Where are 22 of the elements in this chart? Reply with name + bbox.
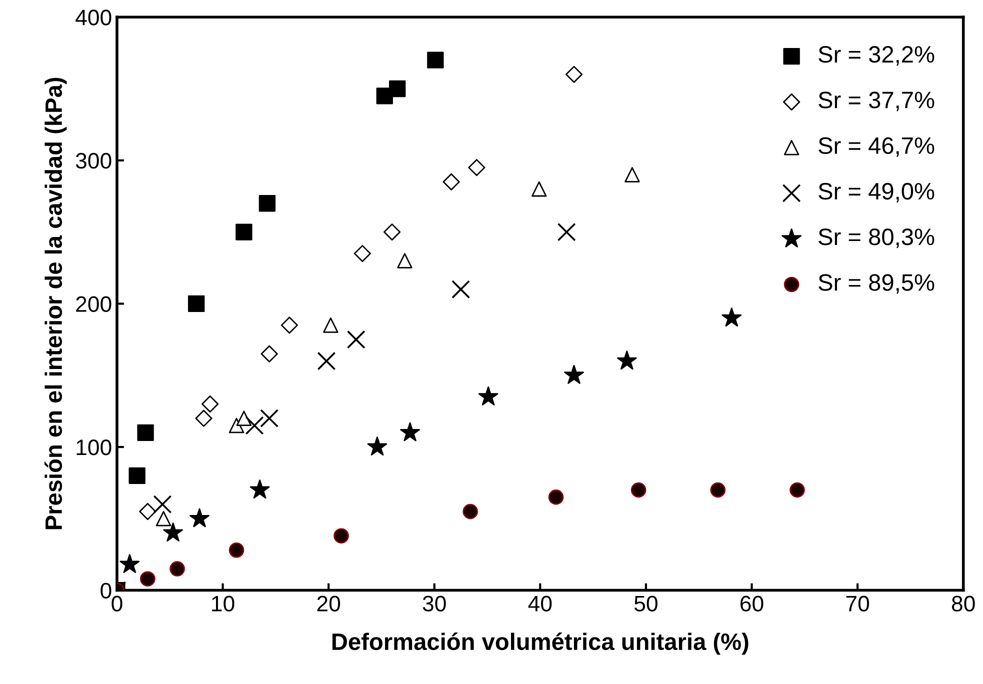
x-tick-label: 40 <box>528 596 552 612</box>
x-tick-label: 0 <box>112 596 122 612</box>
legend-label: Sr = 37,7% <box>818 92 934 112</box>
x-axis-title: Deformación volumétrica unitaria (%) <box>332 632 748 655</box>
x-tick-label: 30 <box>422 596 446 612</box>
x-tick-label: 10 <box>212 596 234 612</box>
legend-label: Sr = 49,0% <box>818 182 934 202</box>
y-tick-label: 300 <box>76 152 112 169</box>
x-tick-label: 80 <box>952 596 975 612</box>
y-tick-label: 200 <box>76 296 112 312</box>
y-tick-label: 100 <box>76 440 112 456</box>
legend-label: Sr = 80,3% <box>818 228 934 248</box>
y-axis-title: Presión en el interior de la cavidad (kPa) <box>44 78 67 530</box>
y-tick-label: 0 <box>100 582 112 599</box>
legend-label: Sr = 46,7% <box>818 137 934 157</box>
legend-label: Sr = 32,2% <box>818 46 934 66</box>
x-tick-label: 70 <box>846 596 870 612</box>
x-tick-label: 20 <box>317 596 340 612</box>
y-tick-label: 400 <box>76 10 112 26</box>
x-tick-label: 50 <box>634 596 658 612</box>
legend-label: Sr = 89,5% <box>818 274 934 294</box>
x-tick-label: 60 <box>740 596 764 612</box>
